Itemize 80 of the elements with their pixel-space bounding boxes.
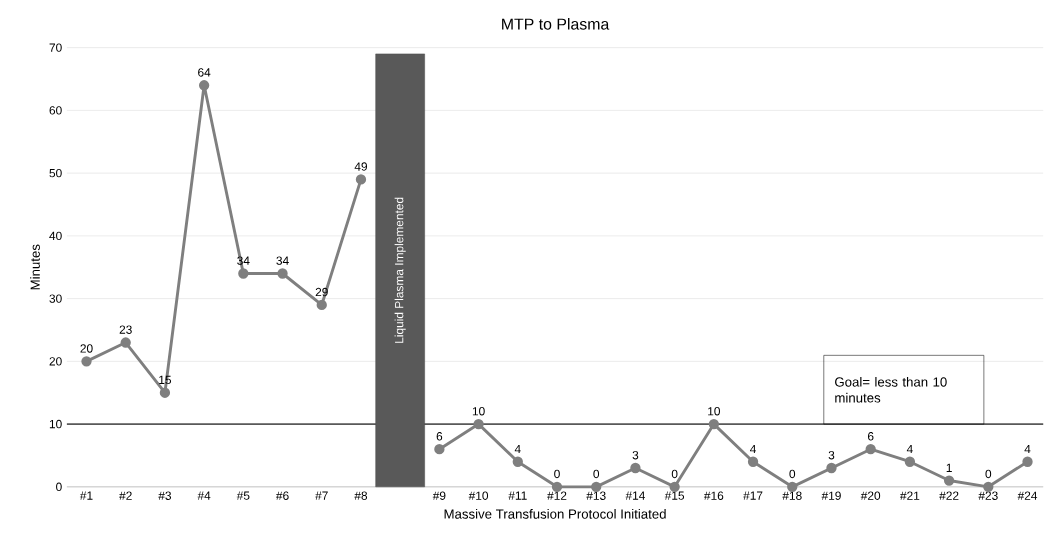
point [434,444,445,455]
point [120,337,131,348]
data-label: 1 [946,463,952,473]
x-tick-label: #10 [468,491,489,501]
data-label: 0 [985,469,992,479]
point [630,462,641,474]
data-label: 20 [80,344,93,353]
point [943,475,955,486]
data-label: 4 [906,445,913,454]
point [904,456,916,468]
point [826,462,837,474]
data-label: 0 [671,469,678,479]
x-tick-label: #9 [432,491,446,501]
chart-title: MTP to Plasma [502,18,610,30]
point [865,444,876,455]
point [747,456,759,468]
x-tick-label: #20 [860,491,881,501]
series-label: Liquid Plasma Implemented [394,197,406,343]
point [355,174,367,185]
point [473,419,484,430]
x-tick-label: #11 [508,491,527,500]
point [81,356,92,367]
data-label: 6 [867,432,874,441]
x-tick-label: #24 [1017,491,1038,500]
x-tick-label: #21 [900,491,920,500]
data-label: 3 [632,451,639,460]
x-tick-label: #6 [275,491,289,501]
data-label: 3 [828,451,835,460]
point [316,299,327,311]
data-label: 6 [436,432,443,441]
x-tick-label: #8 [354,491,368,501]
x-tick-label: #2 [119,491,132,500]
x-tick-label: #5 [236,491,250,500]
data-label: 29 [315,287,328,297]
y-tick-label: 40 [49,231,62,241]
data-label: 15 [159,375,172,385]
point [277,268,288,279]
data-label: 23 [119,325,132,334]
annotation: Goal= less than 10 minutes [835,377,947,403]
x-tick-label: #19 [821,491,841,501]
point [159,387,171,398]
data-label: 34 [237,256,250,265]
y-tick-label: 50 [49,169,62,178]
y-tick-label: 0 [56,482,62,492]
point [708,419,720,430]
x-tick-label: #12 [547,491,567,500]
x-tick-label: #1 [79,491,93,500]
y-axis-title: Minutes [30,244,40,290]
data-label: 34 [276,256,289,265]
data-label: 4 [750,445,757,454]
point [198,80,210,91]
x-tick-label: #4 [197,491,211,500]
data-label: 0 [554,469,560,479]
data-label: 49 [354,162,368,171]
data-label: 4 [514,445,521,454]
point [1022,456,1033,468]
y-tick-label: 70 [49,43,62,52]
data-label: 64 [198,68,211,77]
data-label: 10 [472,407,485,416]
data-label: 4 [1024,445,1031,454]
y-tick-label: 20 [49,357,62,366]
y-tick-label: 10 [49,419,62,429]
x-tick-label: #16 [703,491,724,501]
y-tick-label: 60 [49,106,62,115]
point [512,456,523,468]
y-tick-label: 30 [49,294,62,303]
data-label: 0 [593,469,600,479]
x-tick-label: #22 [939,491,959,500]
data-label: 0 [789,469,796,479]
x-tick-label: #23 [978,491,998,501]
x-tick-label: #15 [664,491,685,500]
data-label: 10 [708,407,721,416]
x-tick-label: #7 [315,491,328,500]
x-tick-label: #3 [158,491,172,501]
x-tick-label: #18 [782,491,802,501]
point [238,268,249,279]
x-axis-title: Massive Transfusion Protocol Initiated [444,509,666,519]
x-tick-label: #17 [743,491,763,500]
x-tick-label: #13 [586,491,606,501]
x-tick-label: #14 [625,491,645,500]
